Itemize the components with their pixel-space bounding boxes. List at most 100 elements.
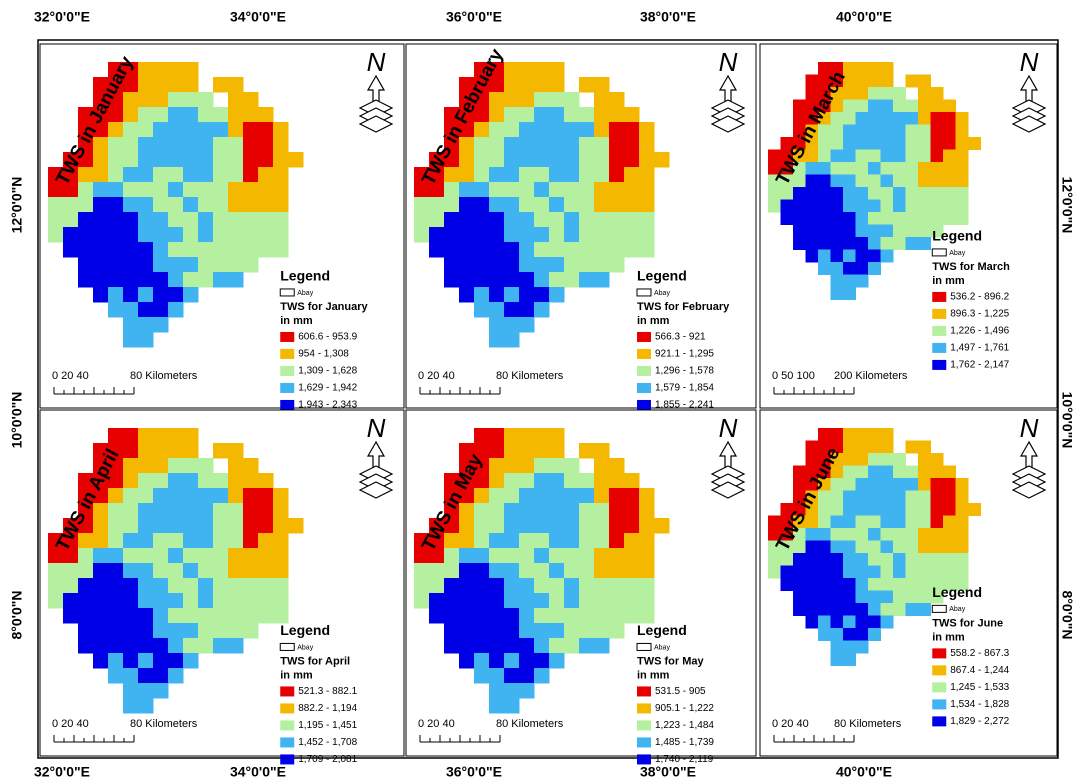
raster-cell [843,503,856,516]
raster-cell [138,488,154,504]
raster-cell [831,541,844,554]
raster-cell [609,257,625,273]
raster-cell [138,197,154,213]
raster-cell [654,152,670,168]
raster-cell [579,503,595,519]
raster-cell [931,553,944,566]
raster-cell [228,212,244,228]
raster-cell [243,458,259,474]
legend-field: TWS for January [280,301,368,313]
raster-cell [918,453,931,466]
raster-cell [519,473,535,489]
raster-cell [123,518,139,534]
raster-cell [579,473,595,489]
raster-cell [893,200,906,213]
raster-cell [153,302,169,318]
raster-cell [504,212,520,228]
raster-cell [504,77,520,93]
raster-cell [459,197,475,213]
raster-cell [153,683,169,699]
raster-cell [639,563,655,579]
raster-cell [893,100,906,113]
raster-cell [243,548,259,564]
raster-cell [414,563,430,579]
raster-cell [594,212,610,228]
legend-class-label: 1,943 - 2,343 [298,400,357,411]
raster-cell [153,197,169,213]
raster-cell [474,242,490,258]
raster-cell [893,503,906,516]
raster-cell [881,200,894,213]
legend-swatch [637,703,651,713]
raster-cell [549,428,565,444]
raster-cell [198,638,214,654]
raster-cell [489,578,505,594]
raster-cell [258,227,274,243]
raster-cell [108,122,124,138]
figure: 32°0'0"E34°0'0"E36°0'0"E38°0'0"E40°0'0"E… [0,0,1073,783]
raster-cell [444,257,460,273]
raster-cell [153,317,169,333]
raster-cell [793,212,806,225]
raster-cell [818,528,831,541]
raster-cell [931,150,944,163]
legend-swatch [280,383,294,393]
raster-cell [183,578,199,594]
raster-cell [843,200,856,213]
raster-cell [153,242,169,258]
lon-label: 32°0'0"E [34,764,90,780]
raster-cell [183,212,199,228]
raster-cell [489,518,505,534]
raster-cell [243,137,259,153]
raster-cell [444,638,460,654]
raster-cell [138,137,154,153]
raster-cell [519,302,535,318]
raster-cell [198,473,214,489]
raster-cell [781,553,794,566]
raster-cell [906,566,919,579]
raster-cell [768,150,781,163]
raster-cell [243,563,259,579]
raster-cell [881,466,894,479]
raster-cell [444,197,460,213]
raster-cell [138,77,154,93]
raster-cell [108,668,124,684]
raster-cell [534,533,550,549]
raster-cell [489,503,505,519]
raster-cell [856,250,869,263]
raster-cell [549,638,565,654]
raster-cell [549,653,565,669]
raster-cell [489,92,505,108]
raster-cell [549,107,565,123]
raster-cell [609,578,625,594]
raster-cell [459,578,475,594]
raster-cell [843,175,856,188]
raster-cell [831,212,844,225]
legend-class-label: 1,245 - 1,533 [950,682,1009,693]
raster-cell [474,623,490,639]
raster-cell [78,593,94,609]
raster-cell [918,175,931,188]
legend-swatch [280,400,294,410]
legend-class-label: 905.1 - 1,222 [655,703,714,714]
raster-cell [489,272,505,288]
raster-cell [906,112,919,125]
raster-cell [893,112,906,125]
raster-cell [258,593,274,609]
raster-cell [579,533,595,549]
raster-cell [168,92,184,108]
raster-cell [843,628,856,641]
raster-cell [843,516,856,529]
raster-cell [93,287,109,303]
raster-cell [893,603,906,616]
raster-cell [624,473,640,489]
raster-cell [273,152,289,168]
raster-cell [918,478,931,491]
raster-cell [881,187,894,200]
raster-cell [243,122,259,138]
raster-cell [519,197,535,213]
raster-cell [931,453,944,466]
raster-cell [489,317,505,333]
raster-cell [108,242,124,258]
legend-class-label: 882.2 - 1,194 [298,703,357,714]
